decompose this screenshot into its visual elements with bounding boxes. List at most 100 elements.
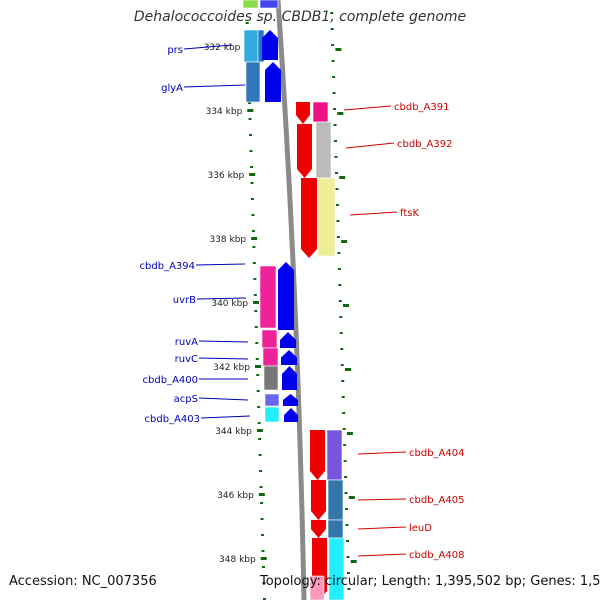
gene-arrow-glyA: [265, 62, 281, 102]
gene-label-cbdb_A400: cbdb_A400: [143, 375, 198, 386]
gene-arrow-acpS: [283, 394, 298, 406]
ruler-dot-right: [336, 236, 340, 238]
ruler-dot-left: [255, 358, 259, 360]
ruler-dot-left: [256, 374, 260, 376]
ruler-dot-right: [334, 140, 338, 142]
gene-arrow-cbdb_A400: [282, 366, 297, 390]
leader-line-prs: [183, 44, 233, 50]
tick-label: 348 kbp: [219, 555, 256, 565]
tick-label: 340 kbp: [211, 299, 248, 309]
tick-label: 346 kbp: [217, 491, 254, 501]
gene-label-cbdb_A394: cbdb_A394: [140, 261, 195, 272]
ruler-dot-right: [344, 492, 348, 494]
ruler-dot-right: [330, 12, 334, 14]
ruler-dot-right: [335, 188, 339, 190]
tick-mark-minor-right: [339, 176, 346, 179]
gene-arrow-cbdb_A404: [310, 430, 325, 480]
gene-label-cbdb_A404: cbdb_A404: [409, 448, 464, 459]
ruler-dot-left: [253, 278, 257, 280]
gene-label-ruvC: ruvC: [175, 354, 198, 365]
gene-block-cbdb_A394: [259, 265, 277, 329]
tick-mark-minor-right: [346, 432, 353, 435]
gene-label-cbdb_A405: cbdb_A405: [409, 495, 464, 506]
ruler-dot-left: [248, 102, 252, 104]
tick-mark-major: [258, 493, 265, 496]
gene-block-prs: [243, 29, 259, 63]
gene-label-cbdb_A391: cbdb_A391: [394, 102, 449, 113]
ruler-dot-left: [257, 422, 261, 424]
ruler-dot-right: [337, 252, 341, 254]
ruler-dot-right: [331, 60, 335, 62]
gene-label-glyA: glyA: [161, 83, 183, 94]
ruler-dot-left: [260, 518, 264, 520]
ruler-dot-right: [343, 444, 347, 446]
ruler-dot-left: [261, 534, 265, 536]
ruler-dot-right: [340, 364, 344, 366]
gene-label-acpS: acpS: [174, 394, 198, 405]
tick-label: 342 kbp: [213, 363, 250, 373]
gene-block-ftsK: [317, 177, 336, 257]
ruler-dot-right: [338, 300, 342, 302]
ruler-dot-left: [251, 214, 255, 216]
ruler-dot-left: [256, 390, 260, 392]
gene-block-cbdb_A400: [263, 365, 279, 391]
tick-label: 334 kbp: [206, 107, 243, 117]
tick-mark-minor-right: [341, 240, 348, 243]
leader-line-cbdb_A391: [343, 105, 392, 111]
backbone-line: [275, 0, 307, 600]
leader-line-glyA: [183, 84, 246, 88]
ruler-dot-right: [340, 348, 344, 350]
ruler-dot-right: [334, 172, 338, 174]
ruler-dot-left: [255, 342, 259, 344]
topology-text: Topology: circular; Length: 1,395,502 bp…: [260, 574, 600, 589]
ruler-dot-left: [260, 502, 264, 504]
gene-block-cbdb_A404: [326, 429, 343, 481]
tick-mark-minor-right: [350, 560, 357, 563]
ruler-dot-right: [332, 92, 336, 94]
gene-block-ruvC: [262, 347, 279, 367]
genome-title: Dehalococcoides sp. CBDB1, complete geno…: [133, 9, 467, 25]
leader-line-cbdb_A394: [195, 263, 246, 266]
tick-mark-minor-right: [335, 48, 342, 51]
leader-line-leuD: [357, 526, 407, 530]
ruler-dot-right: [346, 572, 350, 574]
ruler-dot-left: [251, 230, 255, 232]
ruler-dot-right: [333, 108, 337, 110]
gene-block-cbdb_A408: [328, 537, 345, 600]
leader-line-acpS: [198, 397, 249, 401]
gene-label-leuD: leuD: [409, 523, 432, 534]
gene-block-ruvA: [261, 329, 278, 349]
leader-line-cbdb_A403: [200, 415, 251, 419]
ruler-dot-left: [249, 166, 253, 168]
ruler-dot-right: [339, 316, 343, 318]
ruler-dot-left: [261, 550, 265, 552]
ruler-dot-right: [342, 412, 346, 414]
gene-arrow-cbdb_A403: [284, 408, 298, 422]
ruler-dot-left: [254, 310, 258, 312]
ruler-dot-right: [331, 44, 335, 46]
gene-label-cbdb_A408: cbdb_A408: [409, 550, 464, 561]
ruler-dot-right: [346, 540, 350, 542]
tick-mark-major: [260, 557, 267, 560]
gene-block-top-blue: [259, 0, 279, 9]
ruler-dot-right: [335, 204, 339, 206]
gene-label-prs: prs: [167, 45, 183, 56]
tick-mark-minor-right: [344, 368, 351, 371]
gene-arrow-cbdb_A391: [296, 102, 310, 124]
gene-block-top-green: [242, 0, 259, 9]
ruler-dot-left: [254, 326, 258, 328]
ruler-dot-left: [253, 294, 257, 296]
ruler-dot-right: [330, 28, 334, 30]
ruler-dot-right: [341, 380, 345, 382]
ruler-dot-left: [250, 198, 254, 200]
tick-mark-major: [249, 173, 256, 176]
tick-mark-major: [247, 109, 254, 112]
leader-line-ftsK: [349, 211, 398, 216]
ruler-dot-left: [250, 182, 254, 184]
leader-line-uvrB: [196, 297, 247, 300]
ruler-dot-right: [338, 284, 342, 286]
gene-arrow-ruvA: [280, 332, 296, 348]
tick-mark-minor-right: [348, 496, 355, 499]
ruler-dot-left: [249, 134, 253, 136]
